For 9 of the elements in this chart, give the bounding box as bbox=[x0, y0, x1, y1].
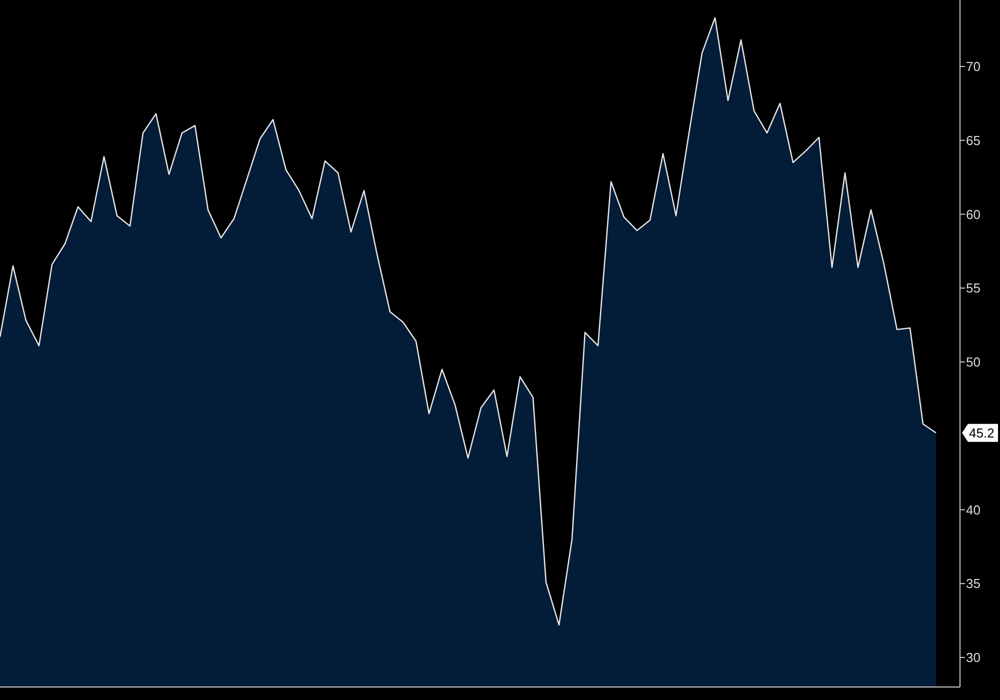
y-tick-label: 55 bbox=[966, 280, 980, 296]
y-tick-label: 35 bbox=[966, 576, 980, 592]
y-tick-label: 60 bbox=[966, 206, 980, 222]
y-tick-label: 70 bbox=[966, 59, 980, 74]
y-tick-label: 50 bbox=[966, 354, 980, 370]
annotation: 45.2 bbox=[969, 425, 994, 440]
y-tick-label: 30 bbox=[966, 650, 980, 665]
y-tick-label: 40 bbox=[966, 502, 980, 518]
y-tick-label: 65 bbox=[966, 132, 980, 148]
